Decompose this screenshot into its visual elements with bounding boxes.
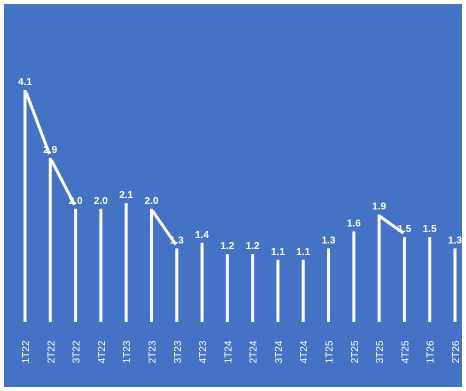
data-label-2T22: 2.9 — [43, 145, 57, 156]
x-tick-label-3T25: 3T25 — [375, 340, 386, 363]
x-tick-label-2T23: 2T23 — [147, 340, 158, 363]
bar-1T25 — [327, 248, 331, 322]
data-label-1T22: 4.1 — [18, 77, 32, 88]
bar-2T24 — [251, 254, 255, 322]
x-tick-label-4T24: 4T24 — [299, 340, 310, 363]
data-label-4T24: 1.1 — [296, 247, 310, 258]
bar-2T22 — [48, 157, 52, 322]
data-label-2T23: 2.0 — [145, 196, 159, 207]
bar-1T26 — [428, 237, 432, 322]
bar-3T23 — [175, 248, 179, 322]
data-label-3T23: 1.3 — [170, 235, 184, 246]
bar-4T25 — [402, 237, 406, 322]
x-tick-label-1T22: 1T22 — [21, 340, 32, 363]
data-label-1T23: 2.1 — [119, 190, 133, 201]
x-tick-label-2T26: 2T26 — [451, 340, 462, 363]
connector-line-1 — [24, 91, 51, 155]
x-tick-label-2T24: 2T24 — [249, 340, 260, 363]
bar-1T24 — [225, 254, 229, 322]
x-tick-label-1T23: 1T23 — [122, 340, 133, 363]
x-tick-label-1T25: 1T25 — [325, 340, 336, 363]
bar-3T24 — [276, 259, 280, 322]
x-tick-label-3T22: 3T22 — [72, 340, 83, 363]
x-tick-label-4T23: 4T23 — [198, 340, 209, 363]
connector-line-3 — [151, 209, 177, 246]
x-tick-label-4T25: 4T25 — [400, 340, 411, 363]
data-label-4T25: 1.5 — [397, 224, 411, 235]
data-label-2T24: 1.2 — [246, 241, 260, 252]
x-tick-label-2T25: 2T25 — [350, 340, 361, 363]
plot-area — [4, 4, 462, 387]
x-tick-label-3T23: 3T23 — [173, 340, 184, 363]
x-tick-label-4T22: 4T22 — [97, 340, 108, 363]
data-label-1T25: 1.3 — [322, 235, 336, 246]
bar-4T24 — [301, 259, 305, 322]
bar-4T23 — [200, 242, 204, 322]
x-tick-label-2T22: 2T22 — [46, 340, 57, 363]
bar-2T25 — [352, 231, 356, 322]
data-label-2T25: 1.6 — [347, 218, 361, 229]
data-label-3T24: 1.1 — [271, 247, 285, 258]
data-label-1T24: 1.2 — [220, 241, 234, 252]
bar-3T25 — [377, 214, 381, 322]
connector-line-4 — [379, 215, 405, 235]
bar-1T22 — [23, 90, 27, 322]
bar-2T26 — [453, 248, 457, 322]
bar-2T23 — [149, 208, 153, 322]
bar-3T22 — [74, 208, 78, 322]
data-label-3T25: 1.9 — [372, 201, 386, 212]
data-label-3T22: 2.0 — [69, 196, 83, 207]
data-label-2T26: 1.3 — [448, 235, 462, 246]
bar-4T22 — [99, 208, 103, 322]
x-tick-label-3T24: 3T24 — [274, 340, 285, 363]
bar-1T23 — [124, 203, 128, 322]
data-label-4T22: 2.0 — [94, 196, 108, 207]
data-label-4T23: 1.4 — [195, 230, 209, 241]
connector-line-2 — [49, 159, 76, 206]
x-tick-label-1T24: 1T24 — [223, 340, 234, 363]
data-label-1T26: 1.5 — [423, 224, 437, 235]
x-tick-label-1T26: 1T26 — [426, 340, 437, 363]
